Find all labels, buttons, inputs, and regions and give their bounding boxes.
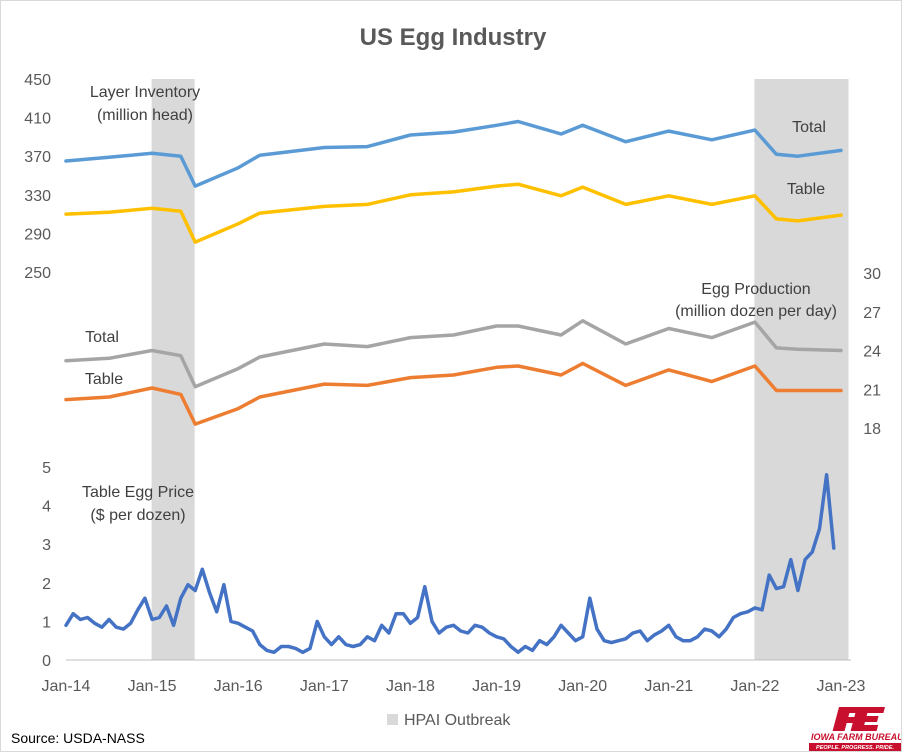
x-tick-label: Jan-20 — [558, 678, 607, 695]
series-line-table-egg-price — [64, 472, 836, 655]
x-tick-label: Jan-15 — [128, 678, 177, 695]
legend-label-hpai: HPAI Outbreak — [404, 712, 511, 729]
y-tick-label: 5 — [42, 460, 51, 477]
legend: HPAI Outbreak — [387, 712, 511, 729]
y2-tick-label: 30 — [863, 266, 881, 283]
y-tick-label: 370 — [24, 149, 51, 166]
x-tick-label: Jan-17 — [300, 678, 349, 695]
logo-tagline: PEOPLE. PROGRESS. PRIDE. — [816, 745, 894, 751]
y-tick-label: 410 — [24, 111, 51, 128]
series-line-total — [64, 119, 843, 188]
production-total-label: Total — [85, 329, 119, 346]
y-tick-label: 2 — [42, 576, 51, 593]
y2-tick-label: 24 — [863, 344, 881, 361]
y2-tick-label: 27 — [863, 305, 881, 322]
y-tick-label: 3 — [42, 537, 51, 554]
y-tick-label: 290 — [24, 226, 51, 243]
y2-tick-label: 21 — [863, 382, 881, 399]
production-table-label: Table — [85, 371, 123, 388]
logo-icon: IOWA FARM BUREAU PEOPLE. PROGRESS. PRIDE. — [809, 707, 902, 751]
y-tick-label: 1 — [42, 614, 51, 631]
price-title-line1: Table Egg Price — [82, 484, 194, 501]
legend-swatch-hpai — [387, 714, 398, 725]
x-tick-label: Jan-16 — [214, 678, 263, 695]
y-tick-label: 250 — [24, 265, 51, 282]
production-title-line2: (million dozen per day) — [675, 303, 837, 320]
chart-title: US Egg Industry — [360, 24, 547, 51]
series-line-total — [64, 319, 843, 389]
source-note: Source: USDA-NASS — [11, 730, 145, 746]
inventory-title-line1: Layer Inventory — [90, 84, 200, 101]
y-tick-label: 0 — [42, 653, 51, 670]
production-title-line1: Egg Production — [701, 281, 810, 298]
x-tick-label: Jan-22 — [730, 678, 779, 695]
inventory-title-line2: (million head) — [97, 107, 193, 124]
inventory-table-label: Table — [787, 181, 825, 198]
iowa-farm-bureau-logo: IOWA FARM BUREAU PEOPLE. PROGRESS. PRIDE. — [809, 707, 902, 751]
logo-text: IOWA FARM BUREAU — [811, 732, 901, 742]
y-tick-label: 330 — [24, 188, 51, 205]
x-tick-label: Jan-21 — [644, 678, 693, 695]
x-tick-label: Jan-19 — [472, 678, 521, 695]
y-tick-label: 450 — [24, 72, 51, 89]
series-line-table — [64, 182, 843, 244]
hpai-shaded-period — [754, 79, 849, 660]
y-tick-label: 4 — [42, 499, 51, 516]
y2-tick-label: 18 — [863, 421, 881, 438]
x-tick-label: Jan-14 — [42, 678, 91, 695]
series-line-table — [64, 361, 843, 426]
inventory-total-label: Total — [792, 119, 826, 136]
price-title-line2: ($ per dozen) — [90, 507, 185, 524]
x-tick-label: Jan-18 — [386, 678, 435, 695]
x-tick-label: Jan-23 — [817, 678, 866, 695]
